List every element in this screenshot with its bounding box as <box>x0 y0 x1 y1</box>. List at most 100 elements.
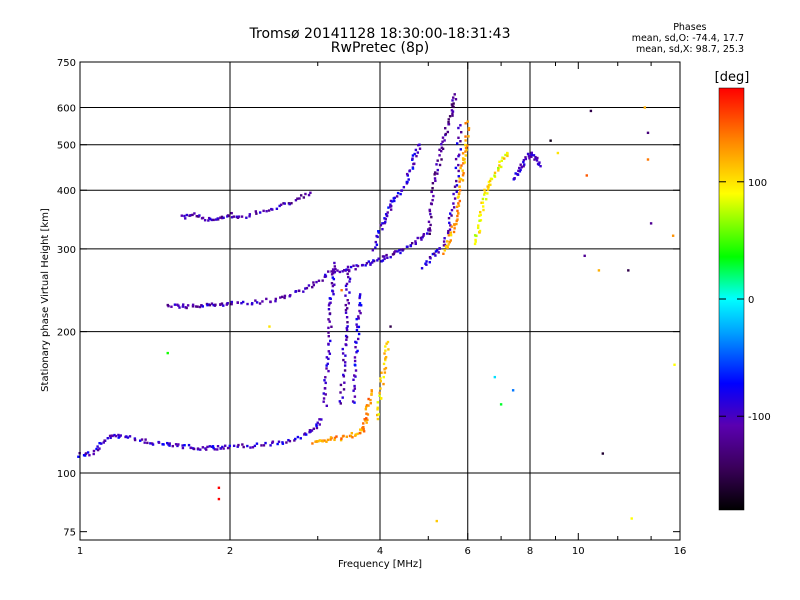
data-point <box>320 418 323 421</box>
data-point <box>522 165 525 168</box>
data-point <box>114 434 118 438</box>
data-point <box>201 446 205 449</box>
data-point <box>339 391 342 394</box>
data-point <box>438 154 441 157</box>
data-point <box>477 224 480 227</box>
data-point <box>354 340 357 344</box>
data-point <box>327 326 330 330</box>
data-point <box>250 302 254 305</box>
data-point <box>378 391 381 395</box>
data-point <box>467 127 471 130</box>
data-point <box>405 245 409 248</box>
data-point <box>357 325 361 329</box>
data-point <box>450 225 453 228</box>
data-point <box>146 441 149 445</box>
data-point <box>457 212 460 215</box>
data-point <box>532 154 536 157</box>
data-point <box>248 213 252 216</box>
data-point <box>443 139 446 142</box>
data-point <box>333 438 336 442</box>
data-point <box>518 166 521 170</box>
data-point <box>177 304 180 307</box>
data-point <box>511 389 515 392</box>
data-point <box>523 163 526 166</box>
data-point <box>461 157 465 160</box>
trace-o-vert-c <box>351 293 363 404</box>
data-point <box>352 389 355 392</box>
data-point <box>452 230 456 234</box>
data-points <box>77 93 676 523</box>
data-point <box>386 340 390 344</box>
data-point <box>201 305 204 308</box>
data-point <box>219 216 222 219</box>
data-point <box>375 243 379 246</box>
data-point <box>438 148 441 152</box>
data-point <box>376 406 379 409</box>
data-point <box>370 392 373 396</box>
data-point <box>476 226 480 230</box>
data-point <box>446 130 450 134</box>
data-point <box>379 380 382 383</box>
data-point <box>429 212 432 216</box>
data-point <box>260 444 263 447</box>
data-point <box>214 218 218 221</box>
data-point <box>454 157 458 161</box>
data-point <box>458 177 461 180</box>
x-tick-label: 2 <box>227 546 233 557</box>
data-point <box>198 214 201 217</box>
data-point <box>384 220 387 224</box>
data-point <box>430 215 433 219</box>
data-point <box>442 252 445 255</box>
data-point <box>483 191 487 194</box>
data-point <box>453 223 456 227</box>
data-point <box>128 435 132 438</box>
data-point <box>332 293 335 296</box>
phase-stats: Phases mean, sd,O: -74.4, 17.7 mean, sd,… <box>632 22 744 55</box>
data-point <box>345 288 348 291</box>
data-point <box>364 419 367 422</box>
data-point <box>237 215 241 218</box>
data-point <box>168 444 171 447</box>
data-point <box>627 269 630 272</box>
data-point <box>447 123 451 126</box>
data-point <box>315 280 318 284</box>
data-point <box>189 446 193 450</box>
data-point <box>377 413 380 416</box>
data-point <box>501 156 504 159</box>
data-point <box>333 283 336 286</box>
data-point <box>325 364 328 367</box>
data-point <box>339 438 343 442</box>
data-point <box>194 305 198 308</box>
data-point <box>222 447 225 450</box>
data-point <box>418 147 422 150</box>
data-point <box>255 442 259 445</box>
data-point <box>189 214 192 217</box>
data-point <box>364 264 367 267</box>
data-point <box>133 438 137 442</box>
data-point <box>352 378 355 381</box>
data-point <box>357 315 360 318</box>
data-point <box>438 247 441 250</box>
data-point <box>242 445 245 449</box>
data-point <box>358 295 362 298</box>
data-point <box>402 248 405 251</box>
data-point <box>98 447 101 450</box>
data-point <box>383 257 386 261</box>
data-point <box>378 394 381 397</box>
data-point <box>376 408 379 411</box>
data-point <box>422 232 426 236</box>
data-point <box>415 154 418 158</box>
data-point <box>359 428 362 431</box>
data-point <box>133 437 137 440</box>
data-point <box>486 188 490 191</box>
data-point <box>332 270 335 274</box>
data-point <box>444 245 448 248</box>
data-point <box>338 270 342 274</box>
data-point <box>456 214 459 218</box>
y-tick-label: 500 <box>57 141 76 152</box>
data-point <box>357 337 360 341</box>
data-point <box>452 105 455 109</box>
data-point <box>102 441 105 444</box>
data-point <box>328 302 331 305</box>
